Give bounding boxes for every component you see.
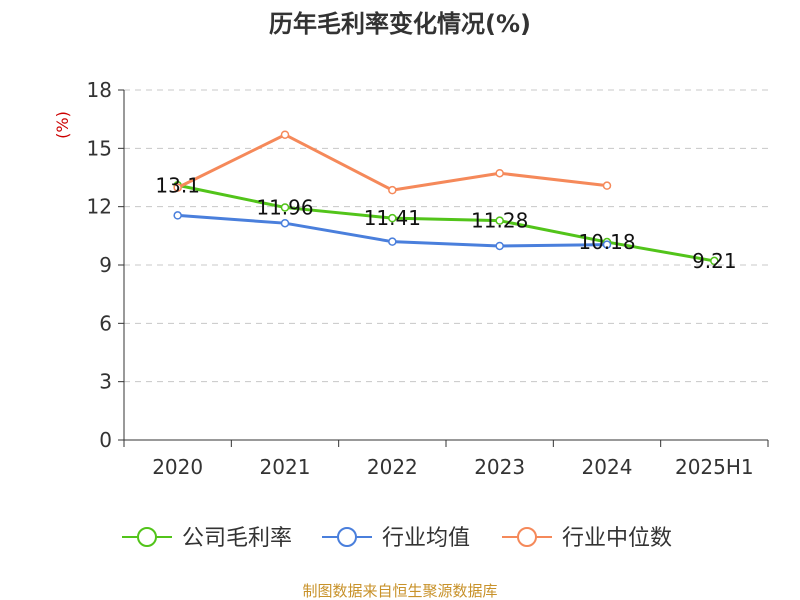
legend-marker [137,527,157,547]
legend-label: 公司毛利率 [182,526,292,551]
source-note: 制图数据来自恒生聚源数据库 [302,582,497,600]
data-label: 10.18 [578,230,635,254]
x-tick-label: 2022 [367,455,418,479]
series-point [280,130,290,139]
y-tick-label: 3 [99,370,112,394]
series-line [177,133,608,192]
y-axis-unit: (%) [53,111,72,139]
y-tick-label: 18 [87,78,112,102]
data-label: 9.21 [692,249,737,273]
series-point [280,218,290,228]
series-point [173,183,182,192]
series-line [177,183,715,263]
series-point [495,241,504,251]
series-point [495,168,504,178]
series-point [280,203,290,212]
series-lines [173,130,719,266]
x-tick-label: 2023 [474,455,525,479]
data-label: 11.96 [256,195,313,219]
x-tick-label: 2025H1 [675,455,754,479]
series-point [602,240,612,249]
data-labels: 13.1 11.96 11.41 11.28 10.18 9.21 [155,173,736,273]
y-tick-label: 6 [99,311,112,335]
y-tick-label: 9 [99,253,112,277]
legend-label: 行业中位数 [562,526,672,551]
series-point [495,216,504,225]
series-point [602,181,612,190]
legend-label: 行业均值 [382,526,470,551]
series-point [173,211,182,220]
legend: 公司毛利率 行业均值 行业中位数 [122,526,672,551]
series-point [388,213,397,223]
data-label: 11.28 [471,209,528,233]
y-tick-label: 12 [87,195,112,219]
y-tick-label: 0 [99,428,112,452]
x-tick-label: 2021 [260,455,311,479]
chart-title: 历年毛利率变化情况(%) [269,10,531,38]
series-point [710,256,719,266]
series-point [388,185,397,195]
data-label: 11.41 [364,206,421,230]
series-point [388,237,397,246]
legend-marker [517,527,537,547]
axes: 0 3 6 9 12 15 18 2020 2021 2022 2023 2024 2025H1 [87,78,769,479]
grid [124,89,768,383]
x-tick-label: 2020 [152,455,203,479]
y-tick-label: 15 [87,136,112,160]
x-tick-label: 2024 [582,455,633,479]
legend-marker [337,527,357,547]
data-label: 13.1 [155,173,200,197]
